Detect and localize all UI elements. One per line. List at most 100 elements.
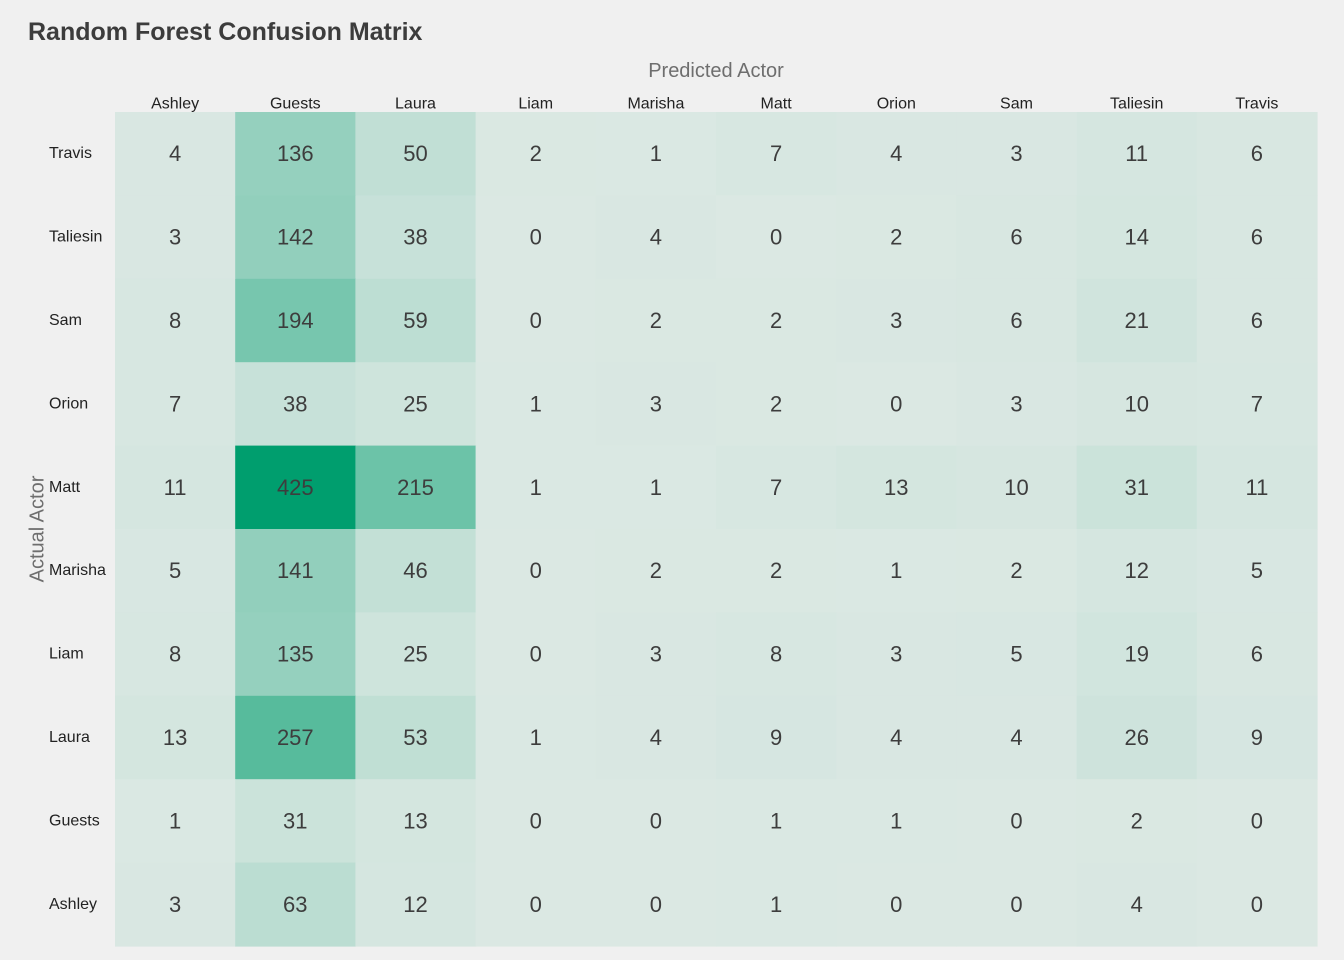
heatmap-cell xyxy=(475,112,597,196)
cell-value-label: 4 xyxy=(650,225,662,250)
heatmap-cell xyxy=(595,612,717,697)
cell-value-label: 1 xyxy=(890,558,902,583)
cell-value-label: 2 xyxy=(890,225,902,250)
heatmap-cell xyxy=(595,112,717,196)
cell-value-label: 5 xyxy=(169,558,181,583)
heatmap-cell xyxy=(115,529,236,613)
cell-value-label: 9 xyxy=(1251,725,1263,750)
cell-value-label: 19 xyxy=(1124,642,1148,667)
cell-value-label: 59 xyxy=(403,308,427,333)
cell-value-label: 2 xyxy=(1131,808,1143,833)
cell-value-label: 136 xyxy=(277,141,314,166)
cell-value-label: 3 xyxy=(890,642,902,667)
heatmap-cell xyxy=(1076,195,1198,280)
cell-value-label: 38 xyxy=(283,391,307,416)
heatmap-cell xyxy=(115,278,236,363)
heatmap-cell xyxy=(355,779,477,864)
heatmap-cell xyxy=(235,695,356,780)
x-axis-label: Predicted Actor xyxy=(648,60,784,82)
heatmap-cell xyxy=(595,195,717,280)
cell-value-label: 0 xyxy=(650,808,662,833)
heatmap-cell xyxy=(836,195,957,280)
heatmap-cell xyxy=(1076,695,1198,780)
heatmap-cell xyxy=(1196,112,1318,196)
cell-value-label: 6 xyxy=(1251,642,1263,667)
x-tick-label: Liam xyxy=(518,96,553,113)
x-tick-label: Laura xyxy=(395,96,436,113)
y-tick-label: Matt xyxy=(49,479,81,496)
cell-value-label: 21 xyxy=(1124,308,1148,333)
cell-value-label: 14 xyxy=(1124,225,1148,250)
heatmap-cell xyxy=(115,779,236,864)
heatmap-cell xyxy=(355,195,477,280)
cell-value-label: 3 xyxy=(1010,141,1022,166)
y-tick-label: Travis xyxy=(49,145,92,162)
cell-value-label: 2 xyxy=(650,558,662,583)
cell-value-label: 3 xyxy=(650,642,662,667)
cell-value-label: 12 xyxy=(403,892,427,917)
heatmap-cell xyxy=(355,612,477,697)
heatmap-cell xyxy=(235,529,356,613)
heatmap-cell xyxy=(956,362,1078,447)
heatmap-cell xyxy=(115,112,236,196)
cell-value-label: 25 xyxy=(403,642,427,667)
heatmap-cell xyxy=(595,695,717,780)
cell-value-label: 135 xyxy=(277,642,314,667)
cell-value-label: 3 xyxy=(890,308,902,333)
cell-value-label: 25 xyxy=(403,391,427,416)
y-tick-label: Ashley xyxy=(49,896,97,913)
heatmap-cell xyxy=(956,862,1078,947)
heatmap-cell xyxy=(1196,195,1318,280)
cell-value-label: 0 xyxy=(1010,892,1022,917)
x-tick-label: Taliesin xyxy=(1110,96,1163,113)
cell-value-label: 50 xyxy=(403,141,427,166)
heatmap-cell xyxy=(355,529,477,613)
heatmap-cell xyxy=(1196,278,1318,363)
heatmap-cell xyxy=(1196,779,1318,864)
heatmap-cell xyxy=(716,695,837,780)
heatmap-cell xyxy=(716,362,837,447)
cell-value-label: 11 xyxy=(1245,475,1268,500)
cell-value-label: 8 xyxy=(770,642,782,667)
cell-value-label: 2 xyxy=(1010,558,1022,583)
cell-value-label: 0 xyxy=(530,808,542,833)
cell-value-label: 1 xyxy=(530,391,542,416)
heatmap-cell xyxy=(1196,362,1318,447)
cell-value-label: 4 xyxy=(890,141,902,166)
cell-value-label: 13 xyxy=(163,725,187,750)
cell-value-label: 1 xyxy=(530,475,542,500)
cell-value-label: 3 xyxy=(650,391,662,416)
cell-value-label: 2 xyxy=(530,141,542,166)
cell-value-label: 26 xyxy=(1124,725,1148,750)
cell-value-label: 31 xyxy=(1124,475,1148,500)
heatmap-cell xyxy=(1076,112,1198,196)
heatmap-cell xyxy=(235,612,356,697)
heatmap-cell xyxy=(235,445,356,530)
heatmap-cell xyxy=(235,779,356,864)
y-tick-label: Taliesin xyxy=(49,229,102,246)
cell-value-label: 7 xyxy=(770,475,782,500)
heatmap-cell xyxy=(355,862,477,947)
cell-value-label: 257 xyxy=(277,725,314,750)
cell-value-label: 6 xyxy=(1010,308,1022,333)
cell-value-label: 53 xyxy=(403,725,427,750)
x-tick-label: Sam xyxy=(1000,96,1033,113)
heatmap-cell xyxy=(475,195,597,280)
heatmap-cell xyxy=(1196,862,1318,947)
heatmap-cell xyxy=(836,529,957,613)
heatmap-cell xyxy=(115,695,236,780)
cell-value-label: 142 xyxy=(277,225,314,250)
cell-value-label: 13 xyxy=(884,475,908,500)
cell-value-label: 6 xyxy=(1251,141,1263,166)
heatmap-cell xyxy=(836,278,957,363)
heatmap-cell xyxy=(716,278,837,363)
cell-value-label: 1 xyxy=(530,725,542,750)
cell-value-label: 0 xyxy=(1251,808,1263,833)
cell-value-label: 0 xyxy=(530,892,542,917)
heatmap-cell xyxy=(956,529,1078,613)
heatmap-cell xyxy=(836,695,957,780)
heatmap-cell xyxy=(475,612,597,697)
heatmap-cell xyxy=(115,445,236,530)
heatmap-cell xyxy=(836,362,957,447)
chart-title: Random Forest Confusion Matrix xyxy=(28,18,423,46)
